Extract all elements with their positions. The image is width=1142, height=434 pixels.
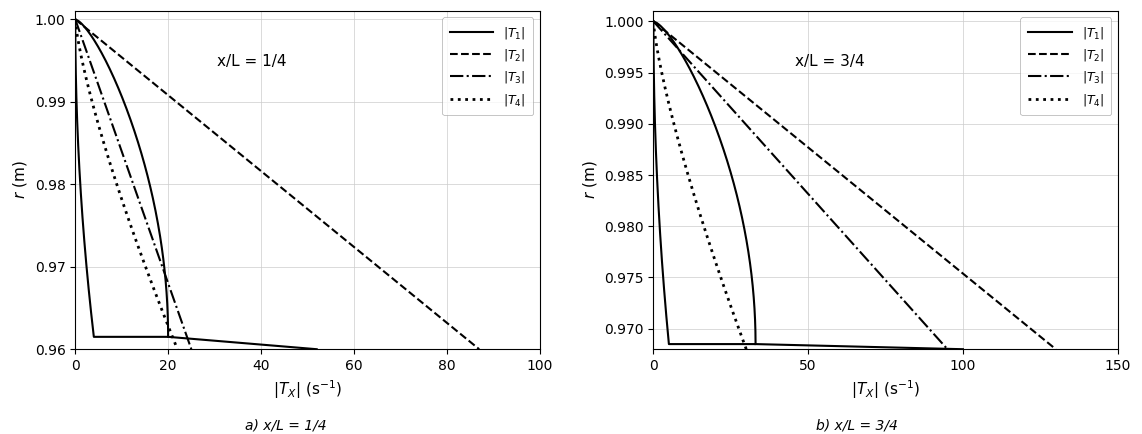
Text: b) x/L = 3/4: b) x/L = 3/4: [815, 419, 898, 433]
Legend: $|T_1|$, $|T_2|$, $|T_3|$, $|T_4|$: $|T_1|$, $|T_2|$, $|T_3|$, $|T_4|$: [442, 17, 533, 115]
Text: x/L = 1/4: x/L = 1/4: [217, 54, 287, 69]
Y-axis label: $r\ (\mathrm{m})$: $r\ (\mathrm{m})$: [11, 161, 29, 200]
Text: x/L = 3/4: x/L = 3/4: [795, 54, 864, 69]
Legend: $|T_1|$, $|T_2|$, $|T_3|$, $|T_4|$: $|T_1|$, $|T_2|$, $|T_3|$, $|T_4|$: [1020, 17, 1111, 115]
Text: a) x/L = 1/4: a) x/L = 1/4: [244, 419, 327, 433]
X-axis label: $|T_X|\ (\mathrm{s}^{-1})$: $|T_X|\ (\mathrm{s}^{-1})$: [273, 378, 341, 401]
Y-axis label: $r\ (\mathrm{m})$: $r\ (\mathrm{m})$: [580, 161, 598, 200]
X-axis label: $|T_X|\ (\mathrm{s}^{-1})$: $|T_X|\ (\mathrm{s}^{-1})$: [851, 378, 920, 401]
